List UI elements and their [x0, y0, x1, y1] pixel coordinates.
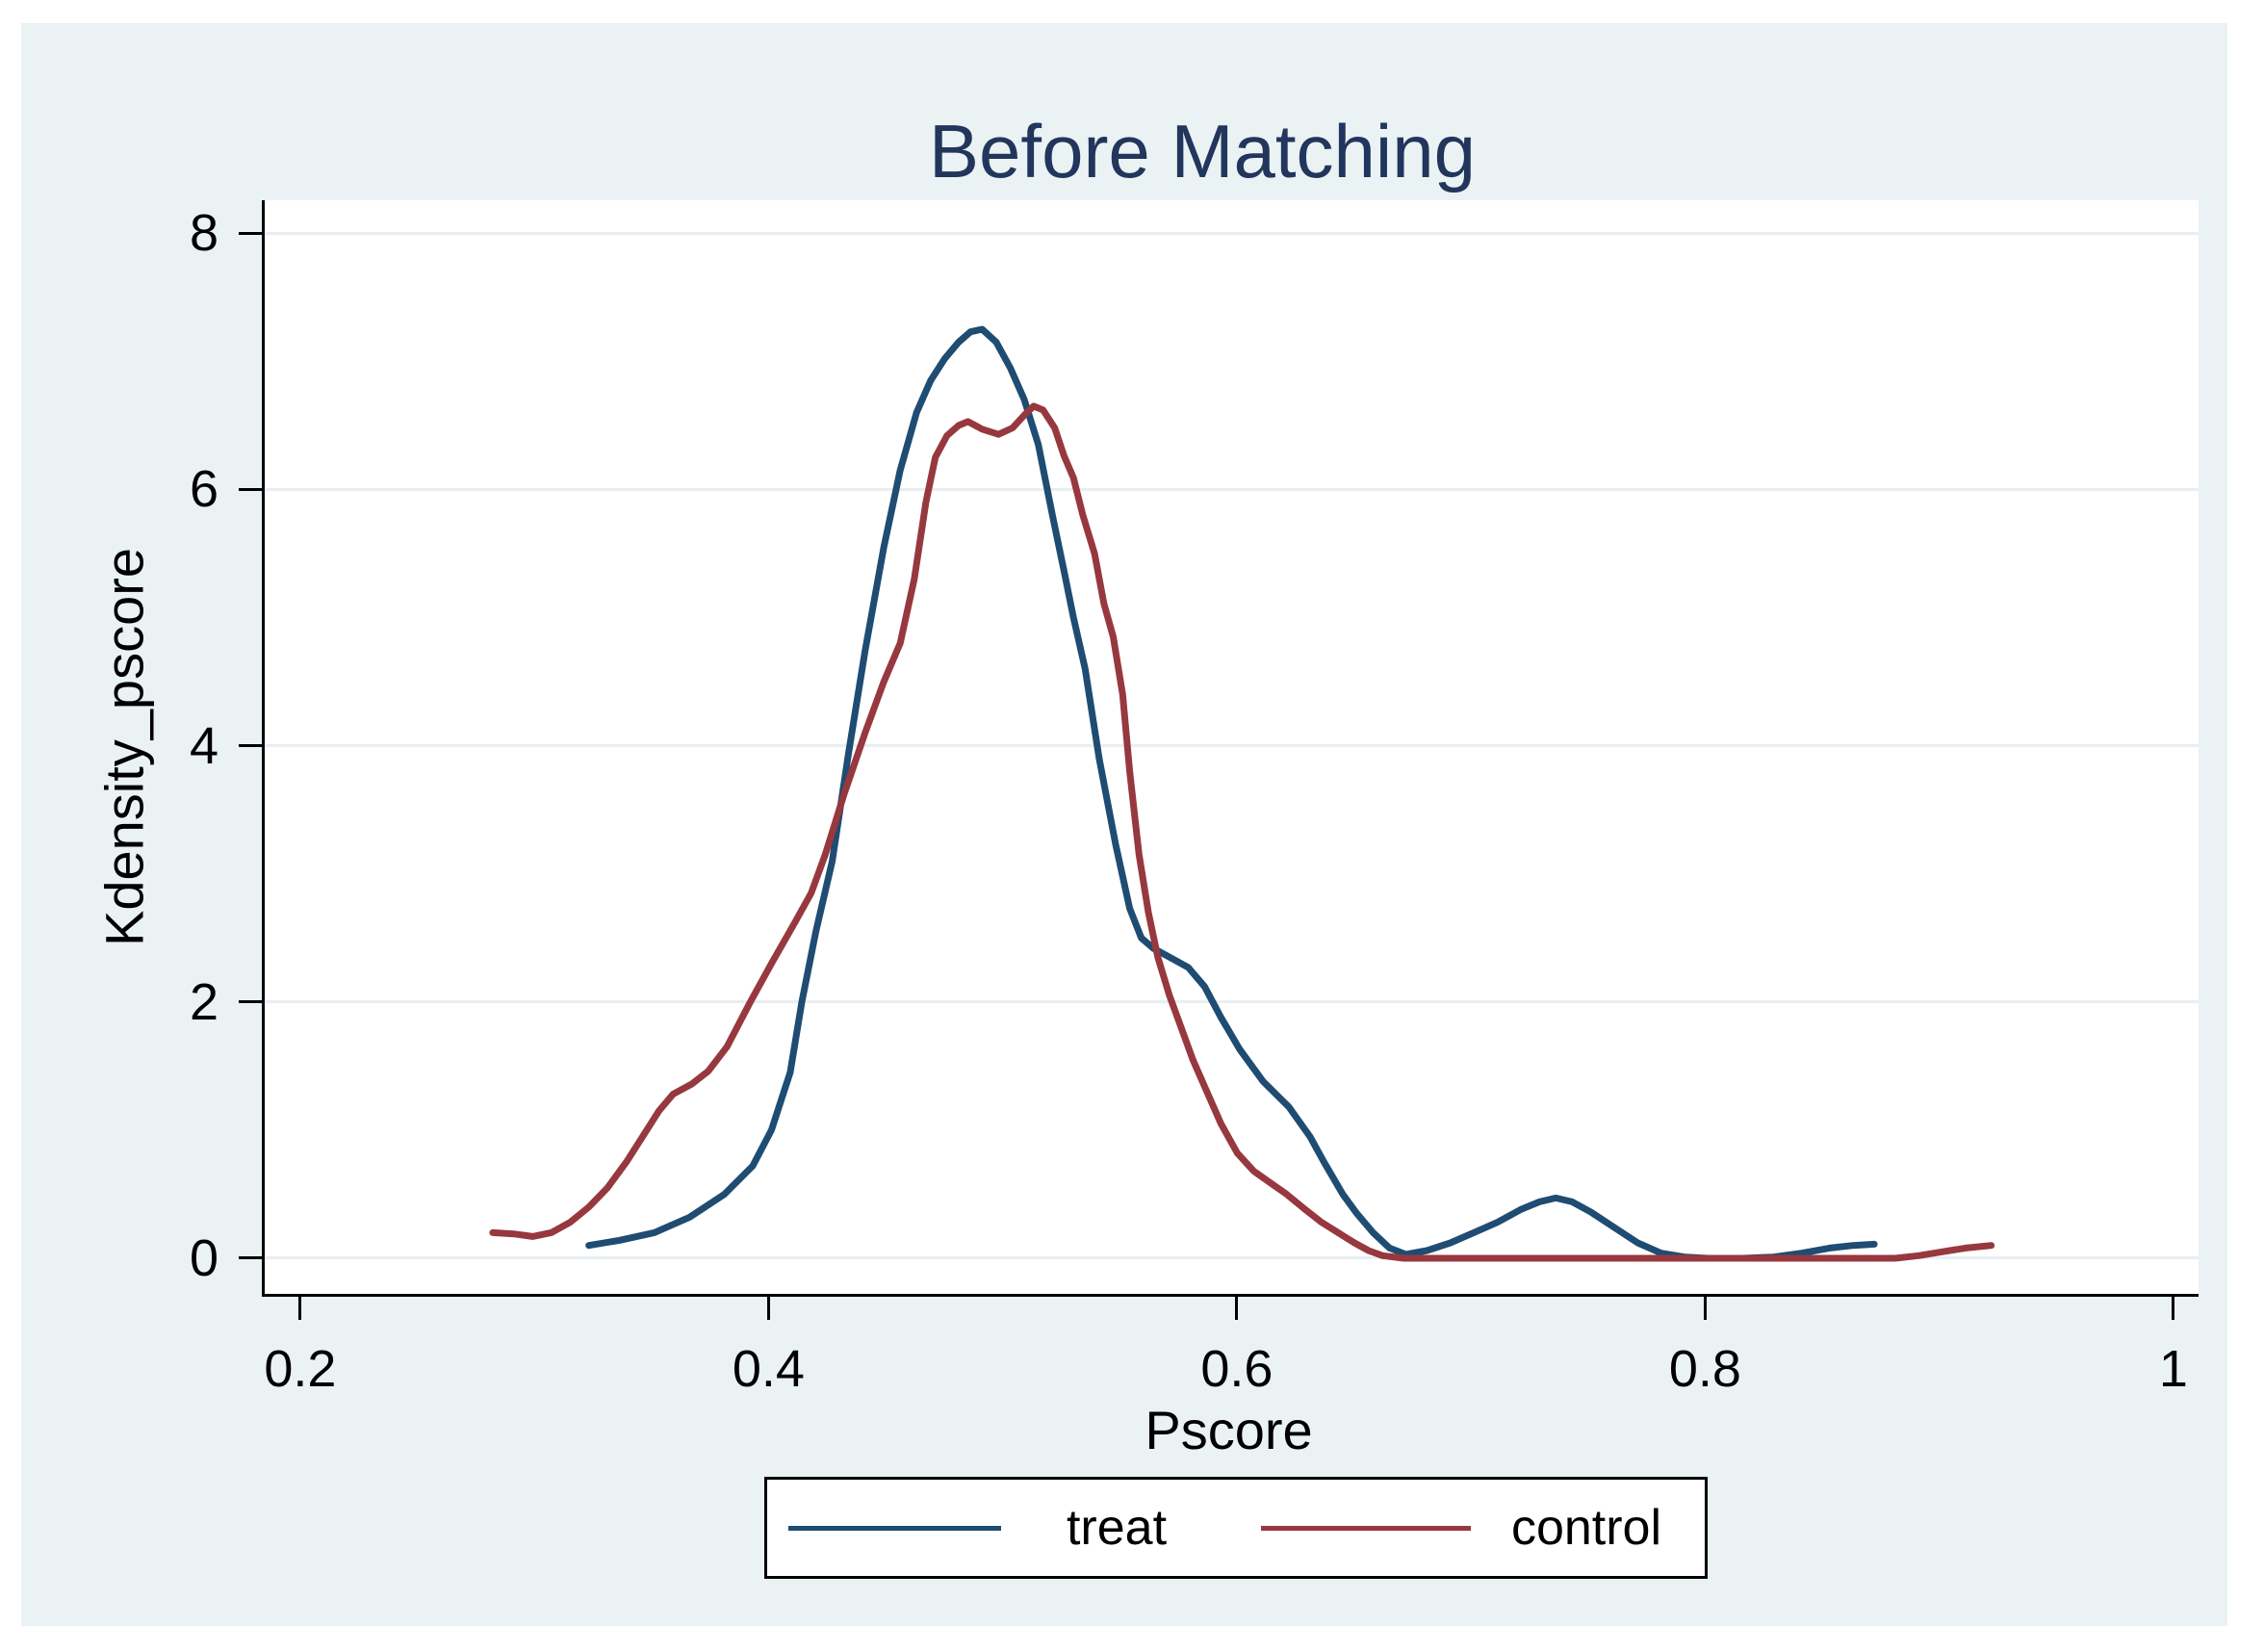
- gridline: [265, 487, 2199, 491]
- x-axis-tick: [1235, 1297, 1239, 1320]
- y-axis-tick: [239, 231, 262, 235]
- y-axis-tick: [239, 744, 262, 748]
- y-axis-tick: [239, 487, 262, 491]
- plot-area: [262, 200, 2199, 1297]
- y-tick-label: 0: [189, 1228, 219, 1287]
- legend-label-control: control: [1510, 1500, 1662, 1556]
- y-axis-tick: [239, 1256, 262, 1260]
- x-tick-label: 0.8: [1668, 1340, 1741, 1398]
- gridline: [265, 231, 2199, 235]
- x-axis-tick: [2172, 1297, 2175, 1320]
- x-tick-label: 0.4: [732, 1340, 805, 1398]
- gridline: [265, 1000, 2199, 1004]
- y-axis-tick: [239, 1000, 262, 1004]
- x-axis-tick: [1703, 1297, 1707, 1320]
- x-axis-title: Pscore: [1145, 1400, 1313, 1460]
- gridline: [265, 744, 2199, 748]
- x-tick-label: 0.2: [264, 1340, 337, 1398]
- density-curves: [489, 325, 1995, 1262]
- y-tick-label: 6: [189, 460, 219, 519]
- treat-line-swatch: [788, 1525, 1001, 1531]
- chart-title: Before Matching: [929, 109, 1476, 194]
- control-line-swatch: [1261, 1525, 1471, 1531]
- x-axis-tick: [298, 1297, 302, 1320]
- y-tick-label: 2: [189, 972, 219, 1031]
- x-tick-label: 1: [2158, 1340, 2188, 1398]
- figure-panel: Before Matching Kdensity_pscore Pscore 0…: [21, 23, 2227, 1626]
- x-axis-tick: [766, 1297, 770, 1320]
- gridline: [265, 1256, 2199, 1260]
- control-curve: [489, 402, 1995, 1262]
- treat-curve: [585, 325, 1878, 1262]
- x-tick-label: 0.6: [1200, 1340, 1274, 1398]
- y-tick-label: 4: [189, 716, 219, 775]
- y-tick-label: 8: [189, 204, 219, 263]
- legend-label-treat: treat: [1066, 1500, 1168, 1556]
- legend-box: treat control: [764, 1477, 1708, 1579]
